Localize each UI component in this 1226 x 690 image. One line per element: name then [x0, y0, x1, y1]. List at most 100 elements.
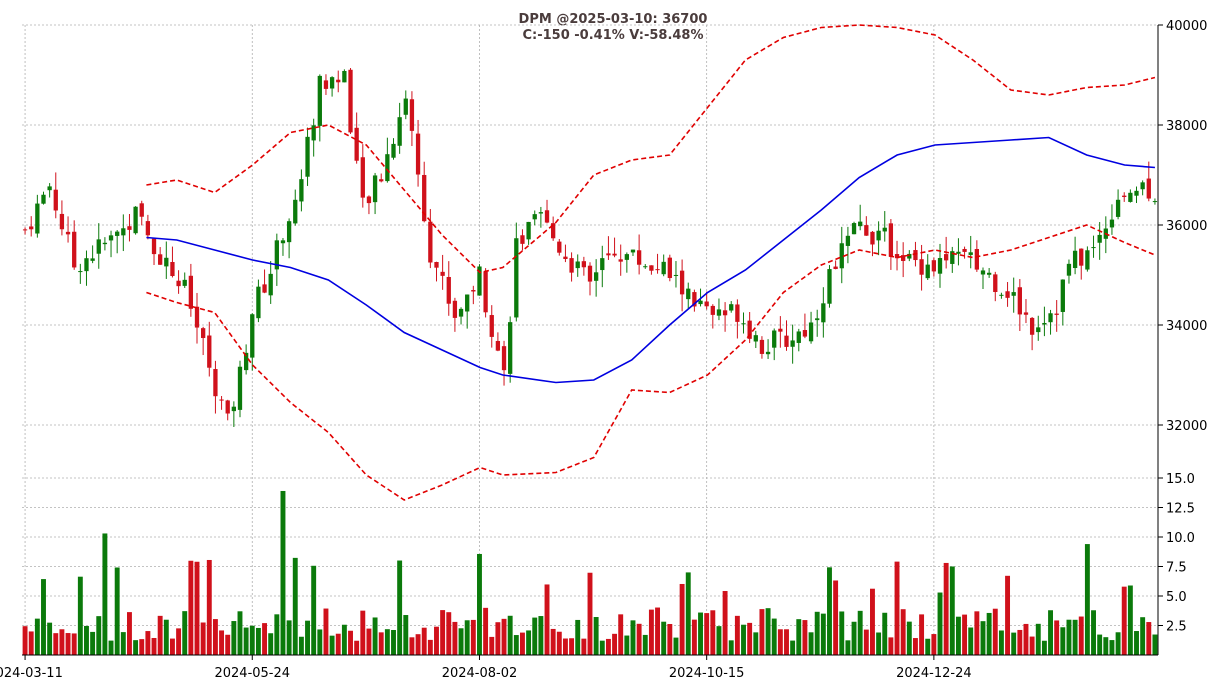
volume-bar [219, 630, 225, 655]
volume-bar [427, 639, 433, 655]
candle-body [145, 221, 151, 236]
candle-body [1011, 292, 1016, 296]
candle-body [1140, 182, 1145, 190]
volume-bar [446, 612, 452, 655]
volume-bar [237, 611, 243, 655]
volume-bar [1084, 544, 1090, 655]
candle-body [115, 231, 120, 236]
volume-bar [127, 612, 132, 655]
volume-bar [1054, 620, 1060, 655]
volume-bar [685, 572, 691, 655]
candle-body [802, 330, 808, 337]
candle-body [956, 251, 961, 254]
candle-body [274, 240, 279, 270]
volume-bar [937, 592, 943, 655]
candle-body [907, 253, 912, 259]
candle-body [127, 226, 132, 230]
volume-bar [470, 619, 476, 655]
volume-bar [1048, 610, 1053, 655]
candle-body [655, 269, 660, 271]
volume-bar [440, 610, 446, 655]
volume-bar [145, 631, 151, 655]
candle-body [630, 249, 636, 253]
candle-body [508, 322, 513, 374]
volume-bar [1017, 629, 1023, 655]
volume-bar [900, 609, 906, 655]
volume-bar [802, 620, 808, 655]
candle-body [667, 257, 672, 279]
candle-body [839, 243, 844, 269]
volume-bar [477, 553, 482, 655]
volume-bar [1121, 586, 1127, 655]
volume-bar [974, 611, 980, 655]
volume-bar [894, 561, 900, 655]
candle-body [336, 79, 341, 83]
volume-bar [305, 620, 310, 655]
volume-bar [1060, 627, 1066, 655]
volume-tick-label: 15.0 [1166, 472, 1195, 487]
candle-body [815, 318, 820, 321]
candle-body [1079, 248, 1084, 266]
candle-body [207, 335, 212, 368]
candle-body [477, 266, 482, 296]
volume-bar [139, 639, 145, 655]
candle-body [864, 225, 869, 236]
volume-bar [808, 632, 814, 655]
volume-bar [378, 632, 384, 655]
candle-body [317, 75, 322, 126]
candle-body [446, 276, 451, 304]
candle-body [501, 346, 507, 371]
volume-bar [1005, 575, 1011, 655]
volume-bar [691, 619, 697, 655]
volume-bar [943, 562, 949, 655]
volume-bar [268, 633, 274, 655]
volume-bar [1103, 637, 1109, 655]
candle-body [913, 250, 918, 261]
candle-body [237, 366, 243, 410]
candle-body [133, 206, 138, 234]
candle-body [379, 179, 384, 182]
volume-bar [311, 565, 317, 655]
candle-body [575, 261, 580, 269]
candle-body [415, 133, 421, 175]
volume-bar [931, 634, 937, 655]
volume-bar [249, 625, 255, 655]
volume-bar [845, 640, 851, 655]
volume-bar [1115, 632, 1121, 655]
candle-body [329, 77, 335, 89]
candle-body [268, 273, 273, 296]
volume-bar [863, 629, 869, 655]
candle-body [397, 117, 402, 146]
volume-bar [655, 607, 661, 655]
volume-bar [169, 638, 175, 655]
volume-bar [372, 617, 378, 655]
volume-bar [1146, 622, 1152, 655]
volume-bar [501, 618, 507, 655]
candle-body [692, 292, 697, 307]
candle-body [176, 280, 181, 287]
volume-bar [194, 561, 200, 655]
volume-bar [980, 621, 986, 655]
candle-body [593, 272, 599, 281]
volume-tick-label: 10.0 [1166, 531, 1195, 546]
volume-bar [409, 637, 415, 655]
candle-body [968, 252, 973, 255]
candle-body [121, 228, 126, 236]
volume-bar [286, 620, 292, 655]
candle-body [59, 213, 65, 230]
candle-body [538, 212, 544, 214]
candle-body [919, 259, 924, 275]
volume-bar [710, 610, 716, 655]
volume-bar [28, 631, 34, 655]
candle-body [35, 203, 40, 234]
volume-bar [22, 626, 28, 655]
candle-body [870, 231, 875, 245]
volume-bar [452, 621, 458, 655]
candle-body [544, 210, 550, 223]
candle-body [1097, 234, 1102, 243]
candle-body [784, 335, 789, 347]
volume-bar [906, 621, 912, 655]
volume-bar [507, 615, 513, 655]
candle-body [434, 262, 439, 268]
volume-bar [550, 628, 556, 655]
